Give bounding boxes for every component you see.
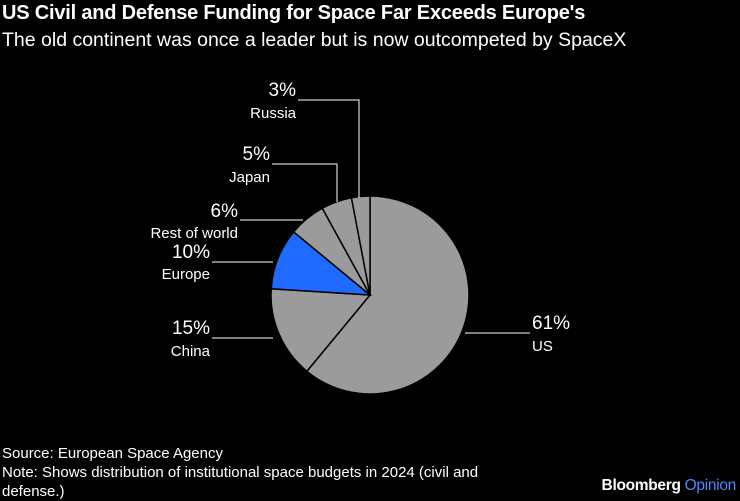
pie-slices (270, 195, 470, 395)
logo-brand: Bloomberg (601, 477, 681, 494)
slice-name-label: Europe (162, 266, 210, 283)
slice-name-label: Japan (229, 169, 270, 186)
leader-line-russia (298, 99, 360, 198)
chart-title: US Civil and Defense Funding for Space F… (2, 2, 586, 24)
slice-value-label: 5% (243, 144, 271, 165)
slice-value-label: 61% (532, 313, 570, 334)
logo-suffix: Opinion (684, 477, 737, 494)
source-note: Source: European Space Agency (2, 445, 223, 462)
slice-value-label: 3% (269, 80, 297, 101)
chart-footer: Source: European Space Agency Note: Show… (2, 444, 522, 501)
slice-value-label: 15% (172, 318, 210, 339)
slice-name-label: Russia (250, 105, 297, 122)
leader-line-japan (272, 163, 338, 202)
slice-name-label: US (532, 338, 553, 355)
bloomberg-opinion-logo: Bloomberg Opinion (601, 477, 737, 495)
leader-lines (212, 99, 530, 339)
pie-slice-china (270, 287, 372, 373)
pie-slice-us (305, 195, 470, 395)
pie-chart: 61% US 15% China 10% Europe 6% Rest of world 5% J… (150, 80, 570, 395)
slice-labels: 61% US 15% China 10% Europe 6% Rest of world 5% J… (150, 80, 570, 360)
slice-name-label: Rest of world (150, 225, 238, 242)
methodology-note: Note: Shows distribution of institutiona… (2, 464, 479, 500)
slice-value-label: 6% (211, 201, 239, 222)
chart-subtitle: The old continent was once a leader but … (2, 29, 627, 51)
slice-value-label: 10% (172, 242, 210, 263)
pie-slice-russia (350, 195, 371, 296)
slice-name-label: China (171, 343, 211, 360)
